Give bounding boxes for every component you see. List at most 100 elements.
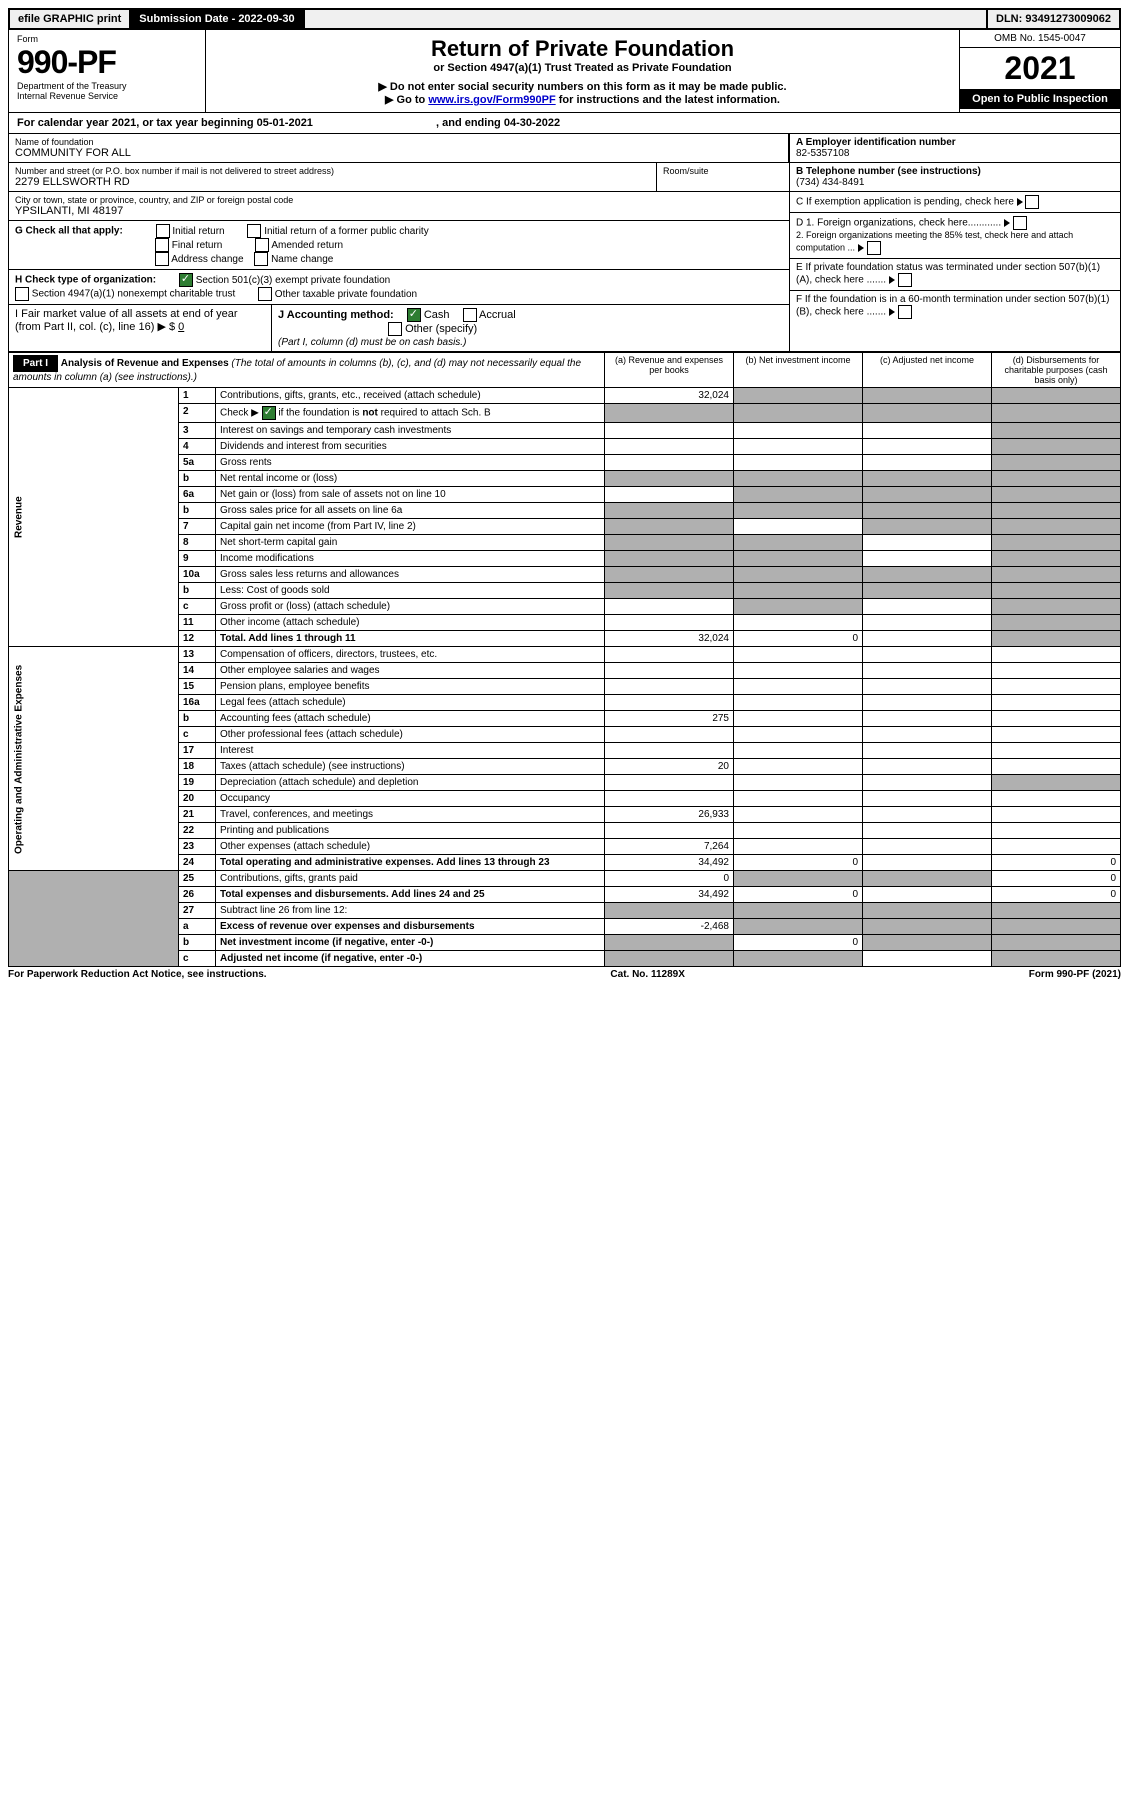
line1-a: 32,024 <box>605 388 734 404</box>
line16b-a: 275 <box>605 711 734 727</box>
checkbox-final[interactable] <box>155 238 169 252</box>
line16c-desc: Other professional fees (attach schedule… <box>216 727 605 743</box>
form-label: Form <box>17 34 197 44</box>
page-footer: For Paperwork Reduction Act Notice, see … <box>8 969 1121 980</box>
checkbox-address[interactable] <box>155 252 169 266</box>
line25-a: 0 <box>605 871 734 887</box>
line19-desc: Depreciation (attach schedule) and deple… <box>216 775 605 791</box>
checkbox-d2[interactable] <box>867 241 881 255</box>
checkbox-name[interactable] <box>254 252 268 266</box>
col-c-header: (c) Adjusted net income <box>863 353 992 388</box>
i-prefix: ▶ $ <box>157 321 175 333</box>
line13-desc: Compensation of officers, directors, tru… <box>216 647 605 663</box>
line26-b: 0 <box>734 887 863 903</box>
line23-a: 7,264 <box>605 839 734 855</box>
footer-left: For Paperwork Reduction Act Notice, see … <box>8 969 267 980</box>
line12-a: 32,024 <box>605 631 734 647</box>
line12-b: 0 <box>734 631 863 647</box>
h-opt3: Other taxable private foundation <box>275 289 417 300</box>
submission-date: Submission Date - 2022-09-30 <box>131 10 304 28</box>
foundation-name: COMMUNITY FOR ALL <box>15 147 782 159</box>
box-g: G Check all that apply: Initial return I… <box>9 221 789 270</box>
checkbox-amended[interactable] <box>255 238 269 252</box>
line17-desc: Interest <box>216 743 605 759</box>
checkbox-initial[interactable] <box>156 224 170 238</box>
arrow-icon <box>858 244 864 252</box>
arrow-icon <box>1017 198 1023 206</box>
line21-a: 26,933 <box>605 807 734 823</box>
irs-link[interactable]: www.irs.gov/Form990PF <box>428 94 555 106</box>
form-note1: ▶ Do not enter social security numbers o… <box>212 80 953 93</box>
omb-number: OMB No. 1545-0047 <box>960 30 1120 48</box>
line24-b: 0 <box>734 855 863 871</box>
footer-mid: Cat. No. 11289X <box>610 969 684 980</box>
line2-desc: Check ▶ <box>220 408 262 419</box>
note2-suffix: for instructions and the latest informat… <box>556 94 780 106</box>
checkbox-other-method[interactable] <box>388 322 402 336</box>
line27a-desc: Excess of revenue over expenses and disb… <box>220 921 475 932</box>
line18-a: 20 <box>605 759 734 775</box>
j-other: Other (specify) <box>405 323 477 335</box>
checkbox-cash[interactable] <box>407 308 421 322</box>
line25-d: 0 <box>992 871 1121 887</box>
g-label: G Check all that apply: <box>15 226 123 237</box>
checkbox-schb[interactable] <box>262 406 276 420</box>
form-title: Return of Private Foundation <box>212 36 953 62</box>
expenses-side: Operating and Administrative Expenses <box>9 647 179 871</box>
checkbox-initial-former[interactable] <box>247 224 261 238</box>
col-a-header: (a) Revenue and expenses per books <box>605 353 734 388</box>
form-number: 990-PF <box>17 44 197 81</box>
calendar-year-row: For calendar year 2021, or tax year begi… <box>8 113 1121 134</box>
cy-end: 04-30-2022 <box>504 117 560 129</box>
line4-desc: Dividends and interest from securities <box>216 439 605 455</box>
checkbox-other-taxable[interactable] <box>258 287 272 301</box>
form-subtitle: or Section 4947(a)(1) Trust Treated as P… <box>212 62 953 74</box>
h-label: H Check type of organization: <box>15 275 156 286</box>
box-h: H Check type of organization: Section 50… <box>9 270 789 305</box>
top-bar: efile GRAPHIC print Submission Date - 20… <box>8 8 1121 30</box>
line27c-desc: Adjusted net income (if negative, enter … <box>220 953 422 964</box>
ein-value: 82-5357108 <box>796 148 849 159</box>
line27b-b: 0 <box>734 935 863 951</box>
line16b-desc: Accounting fees (attach schedule) <box>216 711 605 727</box>
checkbox-f[interactable] <box>898 305 912 319</box>
box-f: F If the foundation is in a 60-month ter… <box>796 294 1110 318</box>
cy-prefix: For calendar year 2021, or tax year begi… <box>17 117 257 129</box>
line10a-desc: Gross sales less returns and allowances <box>216 567 605 583</box>
line9-desc: Income modifications <box>216 551 605 567</box>
open-inspection: Open to Public Inspection <box>960 89 1120 109</box>
arrow-icon <box>1004 219 1010 227</box>
i-value: 0 <box>178 321 184 333</box>
city-value: YPSILANTI, MI 48197 <box>15 205 783 217</box>
line18-desc: Taxes (attach schedule) (see instruction… <box>216 759 605 775</box>
address-label: Number and street (or P.O. box number if… <box>15 166 650 176</box>
room-label: Room/suite <box>663 166 783 176</box>
box-d1: D 1. Foreign organizations, check here..… <box>796 218 1001 229</box>
g-opt4: Address change <box>171 254 243 265</box>
checkbox-4947[interactable] <box>15 287 29 301</box>
checkbox-501c3[interactable] <box>179 273 193 287</box>
checkbox-c[interactable] <box>1025 195 1039 209</box>
dept-label: Department of the Treasury <box>17 81 197 91</box>
line6a-desc: Net gain or (loss) from sale of assets n… <box>216 487 605 503</box>
g-opt1: Initial return of a former public charit… <box>264 226 429 237</box>
line10c-desc: Gross profit or (loss) (attach schedule) <box>216 599 605 615</box>
entity-info: Name of foundation COMMUNITY FOR ALL Num… <box>8 134 1121 352</box>
phone-value: (734) 434-8491 <box>796 177 864 188</box>
h-opt2: Section 4947(a)(1) nonexempt charitable … <box>32 289 235 300</box>
box-e: E If private foundation status was termi… <box>796 262 1100 286</box>
j-accrual: Accrual <box>479 309 516 321</box>
line12-desc: Total. Add lines 1 through 11 <box>220 633 356 644</box>
line27a-a: -2,468 <box>605 919 734 935</box>
line5b-desc: Net rental income or (loss) <box>216 471 605 487</box>
checkbox-d1[interactable] <box>1013 216 1027 230</box>
line20-desc: Occupancy <box>216 791 605 807</box>
line8-desc: Net short-term capital gain <box>216 535 605 551</box>
col-b-header: (b) Net investment income <box>734 353 863 388</box>
checkbox-accrual[interactable] <box>463 308 477 322</box>
line10b-desc: Less: Cost of goods sold <box>216 583 605 599</box>
line5a-desc: Gross rents <box>216 455 605 471</box>
checkbox-e[interactable] <box>898 273 912 287</box>
j-note: (Part I, column (d) must be on cash basi… <box>278 337 466 348</box>
line7-desc: Capital gain net income (from Part IV, l… <box>216 519 605 535</box>
